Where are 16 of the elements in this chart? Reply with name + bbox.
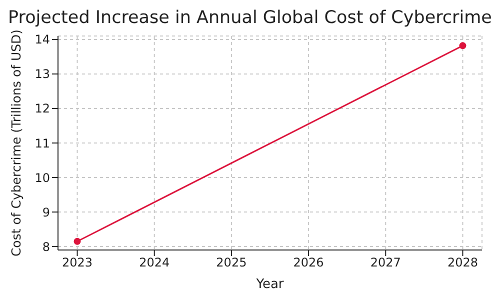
y-tick-label: 8 bbox=[42, 240, 50, 254]
y-tick-label: 9 bbox=[42, 205, 50, 220]
y-tick-label: 13 bbox=[34, 67, 50, 82]
y-tick-label: 11 bbox=[34, 136, 50, 150]
y-tick-label: 14 bbox=[34, 32, 50, 47]
x-tick-label: 2026 bbox=[293, 256, 324, 270]
x-tick-label: 2024 bbox=[139, 256, 170, 270]
x-axis-title: Year bbox=[255, 277, 284, 292]
y-axis-title: Cost of Cybercrime (Trillions of USD) bbox=[8, 29, 24, 257]
chart-title: Projected Increase in Annual Global Cost of Cybercrime bbox=[8, 8, 492, 28]
x-tick-label: 2027 bbox=[370, 256, 401, 270]
x-tick-label: 2028 bbox=[447, 256, 478, 270]
y-tick-label: 12 bbox=[34, 102, 50, 116]
y-tick-label: 10 bbox=[34, 170, 50, 185]
x-tick-label: 2025 bbox=[216, 256, 247, 270]
x-tick-label: 2023 bbox=[62, 256, 93, 270]
